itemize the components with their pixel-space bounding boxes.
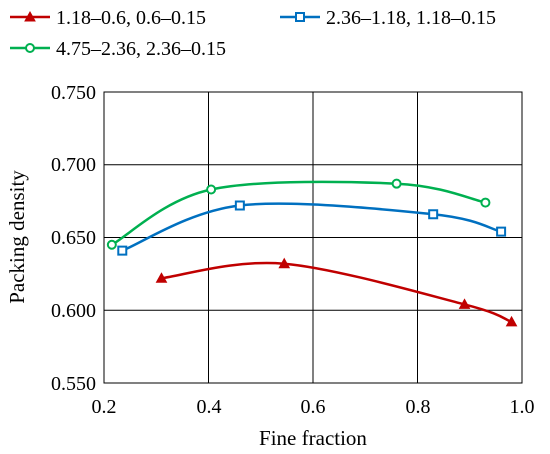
data-point-series-3 bbox=[106, 239, 117, 250]
legend-marker-series-1 bbox=[24, 10, 36, 22]
series-line-3 bbox=[111, 180, 486, 246]
data-point-series-3 bbox=[480, 197, 491, 208]
data-point-series-1 bbox=[278, 257, 291, 269]
x-tick-label: 0.8 bbox=[406, 396, 431, 418]
y-tick-label: 0.600 bbox=[51, 300, 96, 322]
data-point-series-3 bbox=[391, 178, 402, 189]
y-tick-label: 0.650 bbox=[51, 227, 96, 249]
legend: 1.18–0.6, 0.6–0.15 2.36–1.18, 1.18–0.15 … bbox=[10, 7, 496, 60]
data-point-series-1 bbox=[505, 315, 518, 327]
legend-item-series-2: 2.36–1.18, 1.18–0.15 bbox=[280, 7, 496, 29]
legend-label-series-3: 4.75–2.36, 2.36–0.15 bbox=[56, 38, 226, 60]
legend-item-series-1: 1.18–0.6, 0.6–0.15 bbox=[10, 7, 206, 29]
legend-label-series-1: 1.18–0.6, 0.6–0.15 bbox=[56, 7, 206, 29]
x-tick-label: 0.6 bbox=[301, 396, 326, 418]
y-tick-labels: 0.550 0.600 0.650 0.700 0.750 bbox=[51, 82, 96, 395]
grid bbox=[104, 92, 522, 383]
series-line-1 bbox=[161, 261, 513, 324]
legend-marker-series-2 bbox=[295, 12, 305, 22]
y-axis-title: Packing density bbox=[5, 170, 29, 304]
data-point-series-2 bbox=[496, 226, 507, 237]
data-point-series-2 bbox=[234, 200, 245, 211]
series-markers bbox=[106, 178, 518, 327]
x-tick-label: 0.4 bbox=[197, 396, 222, 418]
x-tick-label: 1.0 bbox=[510, 396, 535, 418]
x-tick-labels: 0.2 0.4 0.6 0.8 1.0 bbox=[92, 396, 535, 418]
x-axis-title: Fine fraction bbox=[259, 426, 367, 450]
legend-item-series-3: 4.75–2.36, 2.36–0.15 bbox=[10, 38, 226, 60]
plot-area bbox=[103, 91, 523, 384]
x-tick-label: 0.2 bbox=[92, 396, 117, 418]
y-tick-label: 0.700 bbox=[51, 154, 96, 176]
legend-marker-series-3 bbox=[24, 43, 36, 53]
data-point-series-3 bbox=[206, 184, 217, 195]
series-line-2 bbox=[121, 202, 502, 252]
data-point-series-2 bbox=[117, 245, 128, 256]
legend-label-series-2: 2.36–1.18, 1.18–0.15 bbox=[326, 7, 496, 29]
series-curves bbox=[111, 180, 513, 324]
y-tick-label: 0.750 bbox=[51, 82, 96, 104]
y-tick-label: 0.550 bbox=[51, 373, 96, 395]
data-point-series-1 bbox=[155, 272, 168, 283]
data-point-series-1 bbox=[458, 298, 471, 309]
data-point-series-2 bbox=[428, 209, 439, 220]
